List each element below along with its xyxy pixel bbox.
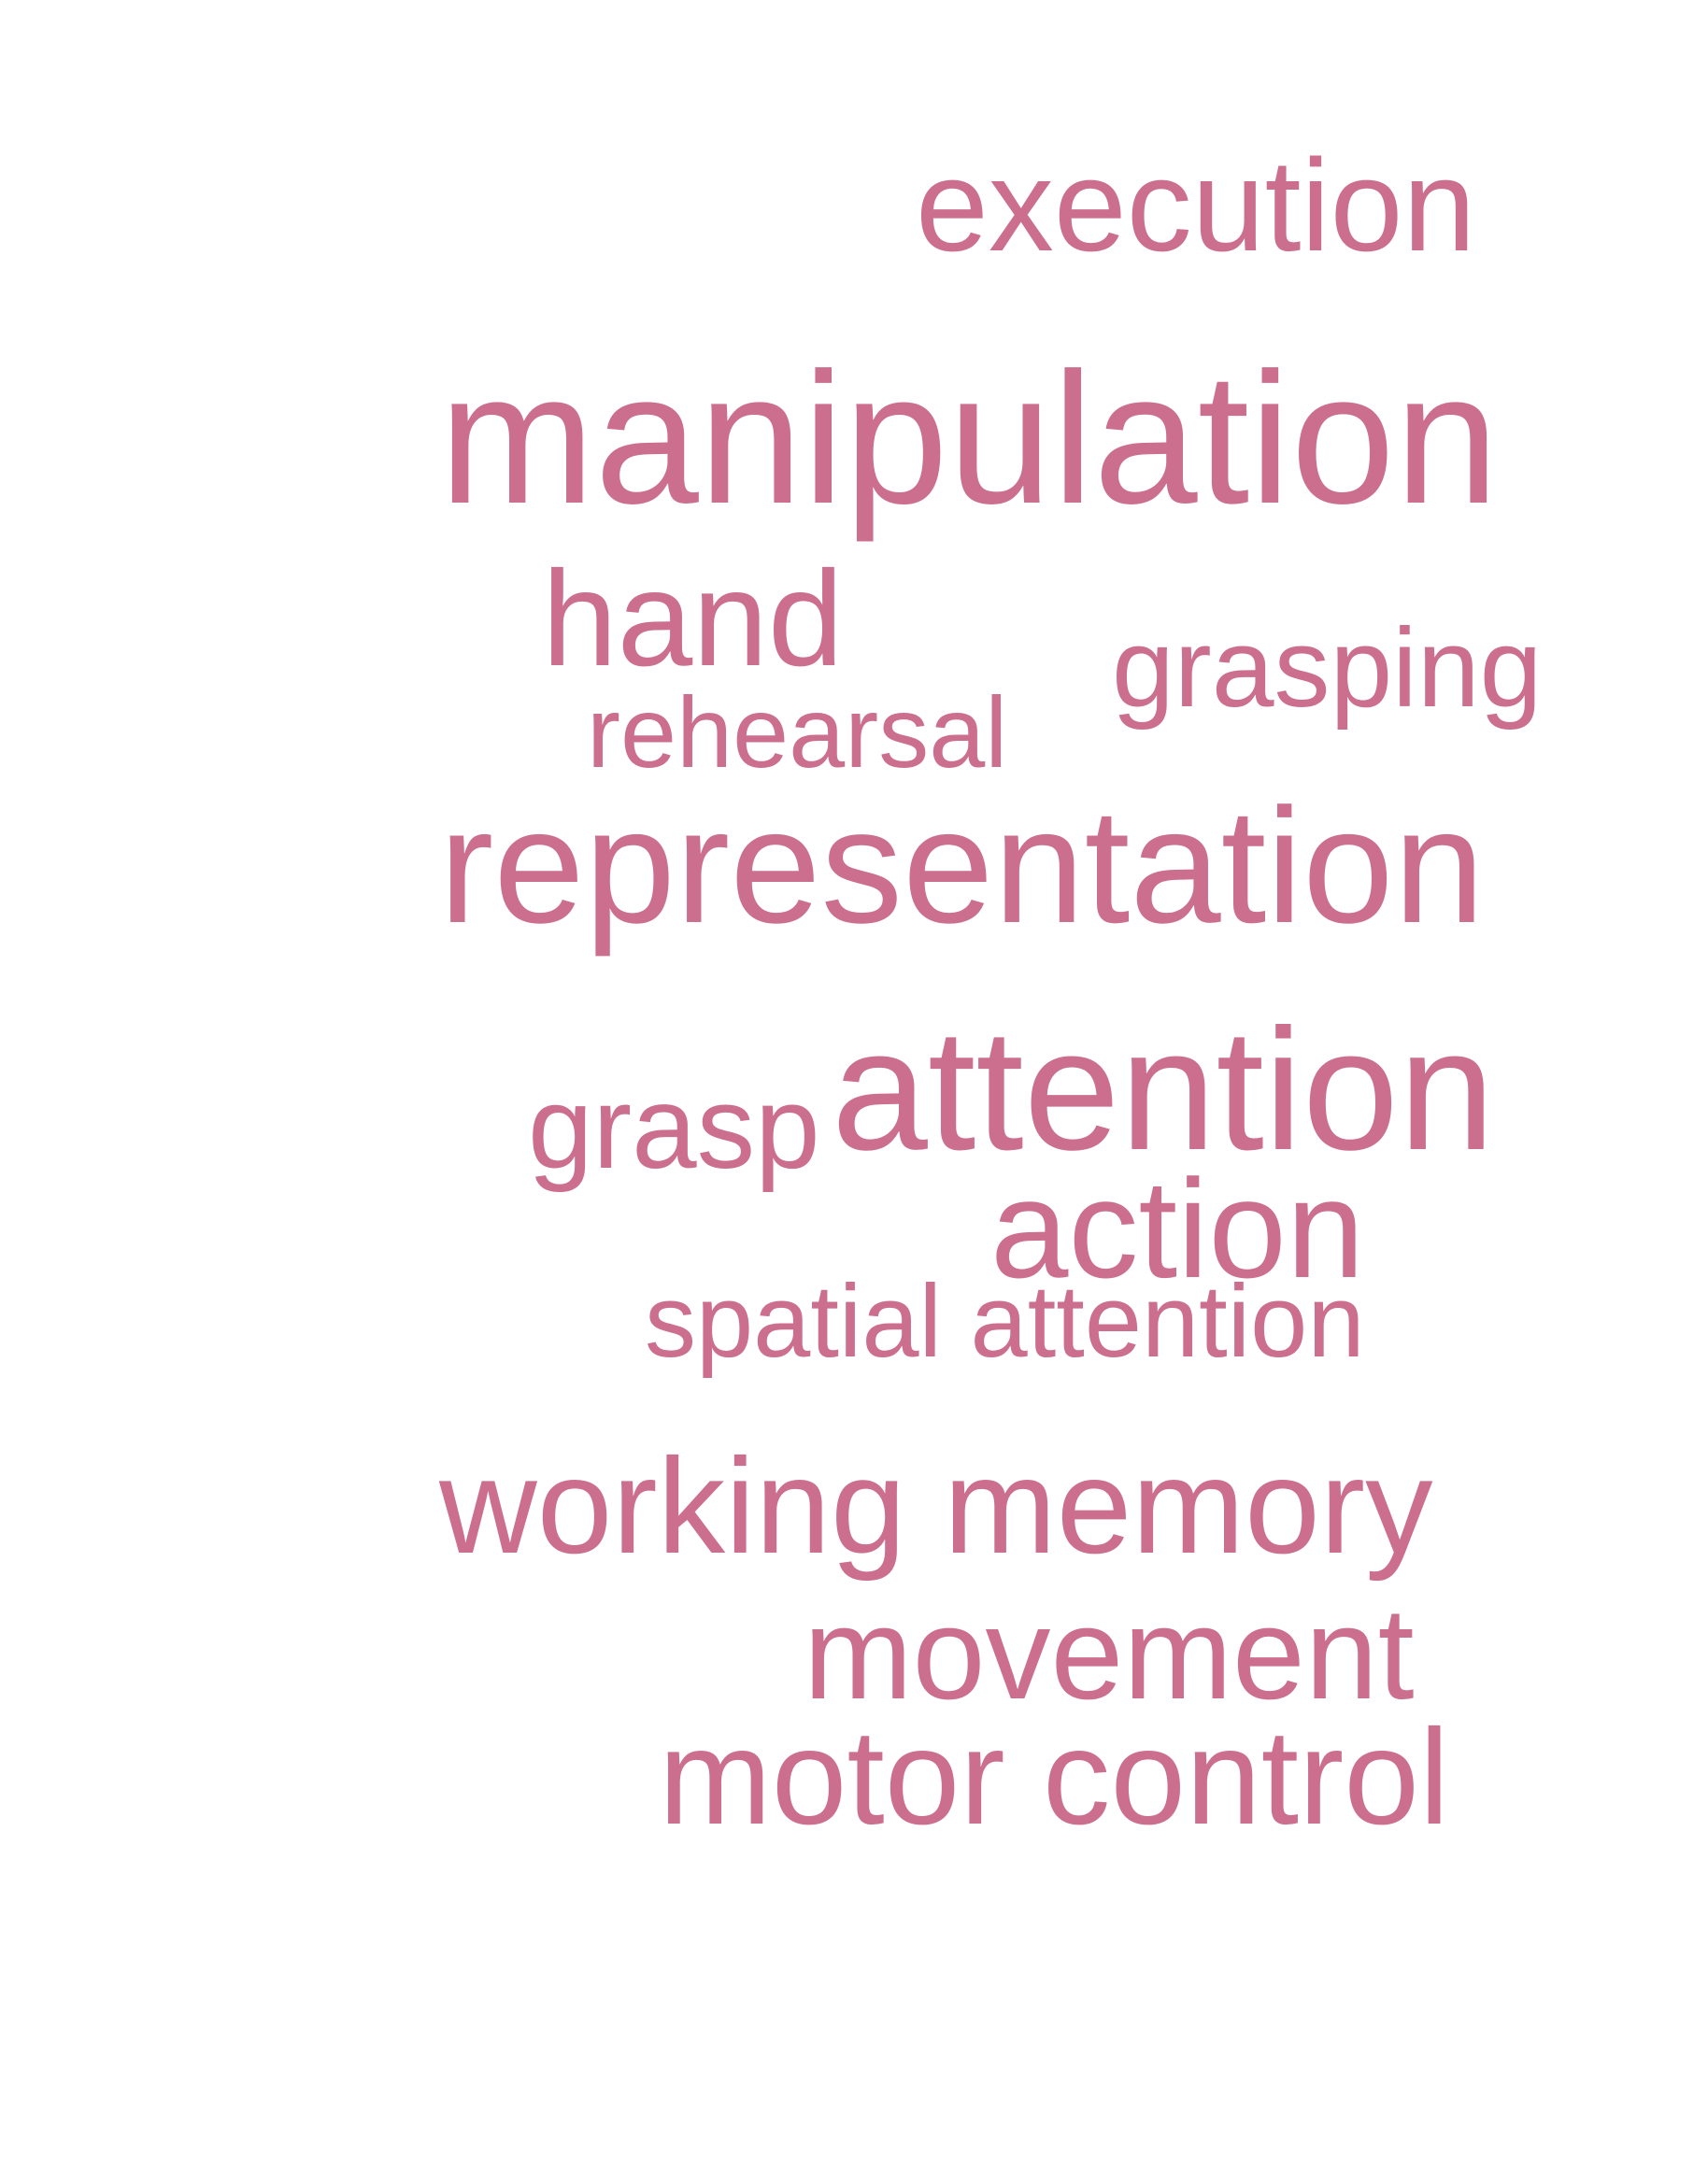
word-action: action xyxy=(990,1150,1365,1307)
word-attention: attention xyxy=(832,994,1495,1186)
word-representation: representation xyxy=(439,775,1485,958)
word-working-memory: working memory xyxy=(439,1430,1433,1582)
word-manipulation: manipulation xyxy=(439,334,1500,543)
word-rehearsal: rehearsal xyxy=(587,675,1008,788)
word-grasping: grasping xyxy=(1112,605,1543,731)
word-spatial-attention: spatial attention xyxy=(645,1264,1365,1379)
word-movement: movement xyxy=(804,1580,1415,1726)
word-grasp: grasp xyxy=(528,1063,820,1193)
word-motor-control: motor control xyxy=(659,1701,1450,1853)
word-hand: hand xyxy=(542,543,844,694)
word-execution: execution xyxy=(916,132,1476,278)
